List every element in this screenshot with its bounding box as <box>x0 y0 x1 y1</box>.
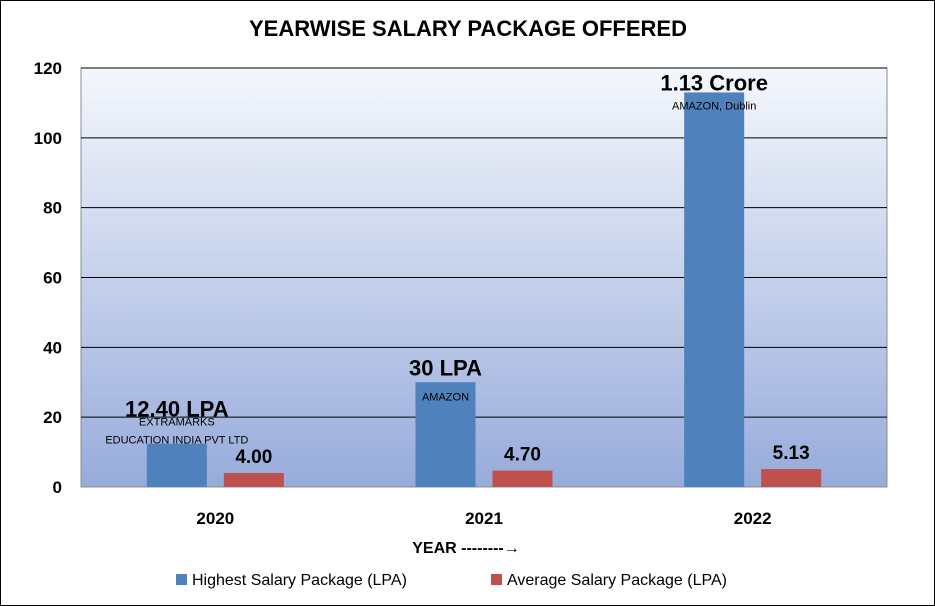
legend-swatch-average <box>491 574 502 585</box>
legend: Highest Salary Package (LPA) Average Sala… <box>176 572 727 589</box>
company-label-2022: AMAZON, Dublin <box>672 100 756 112</box>
y-tick-label: 60 <box>43 269 62 288</box>
x-tick-label: 2020 <box>196 509 234 528</box>
data-label-average-2020: 4.00 <box>235 447 272 468</box>
data-label-average-2021: 4.70 <box>504 445 541 466</box>
y-tick-label: 20 <box>43 408 62 427</box>
x-axis: 2020 2021 2022 <box>196 509 771 528</box>
bar-highest-2021 <box>415 382 476 487</box>
data-label-highest-2022: 1.13 Crore <box>660 70 768 95</box>
chart-title: YEARWISE SALARY PACKAGE OFFERED <box>249 16 687 41</box>
y-tick-label: 120 <box>34 59 62 78</box>
legend-label-average: Average Salary Package (LPA) <box>507 572 727 589</box>
x-tick-label: 2021 <box>465 509 503 528</box>
data-label-average-2022: 5.13 <box>773 443 810 464</box>
bar-highest-2020 <box>146 443 207 487</box>
company-label-2020: EXTRAMARKS <box>139 417 215 429</box>
company-label-2020: EDUCATION INDIA PVT LTD <box>105 435 248 447</box>
data-label-highest-2021: 30 LPA <box>409 355 482 380</box>
x-tick-label: 2022 <box>734 509 772 528</box>
bar-average-2022 <box>761 469 822 487</box>
y-tick-label: 80 <box>43 199 62 218</box>
gridlines <box>81 67 887 418</box>
y-axis: 0 20 40 60 80 100 120 <box>34 59 62 497</box>
x-axis-label: YEAR --------→ <box>412 540 520 557</box>
bar-average-2020 <box>223 473 284 487</box>
data-label-highest-2020: 12.40 LPA <box>125 397 229 422</box>
y-tick-label: 100 <box>34 129 62 148</box>
legend-label-highest: Highest Salary Package (LPA) <box>192 572 407 589</box>
y-tick-label: 0 <box>53 478 62 497</box>
bar-highest-2022 <box>684 92 745 488</box>
company-label-2021: AMAZON <box>422 391 469 403</box>
legend-swatch-highest <box>176 574 187 585</box>
bar-average-2021 <box>492 470 553 487</box>
y-tick-label: 40 <box>43 338 62 357</box>
